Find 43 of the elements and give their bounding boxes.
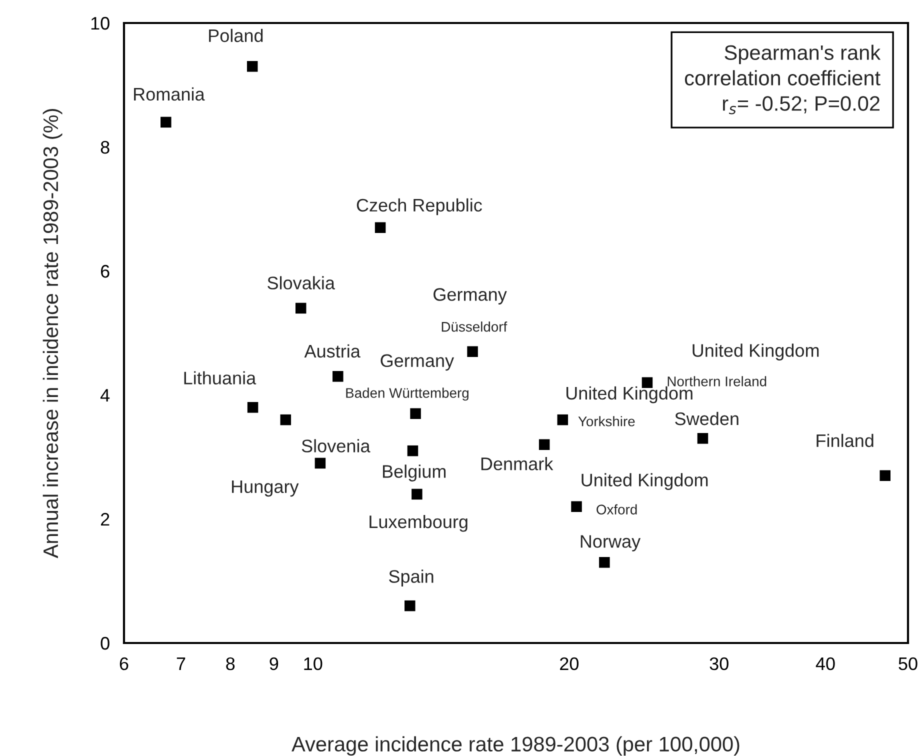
y-tick-label: 0 bbox=[100, 636, 110, 650]
annotation: Slovenia bbox=[302, 439, 370, 452]
annotation: Finland bbox=[816, 434, 874, 448]
x-tick-label: 20 bbox=[560, 657, 579, 670]
annotation: United Kingdom bbox=[566, 386, 692, 404]
x-axis-title: Average incidence rate 1989-2003 (per 100,000) bbox=[292, 736, 740, 756]
annotation: Sweden bbox=[675, 412, 738, 426]
x-tick-label: 40 bbox=[816, 657, 835, 670]
x-tick-label: 6 bbox=[120, 657, 128, 670]
annotation: United Kingdom bbox=[582, 473, 708, 490]
annotation: Denmark bbox=[481, 457, 554, 470]
annotation: Düsseldorf bbox=[442, 322, 508, 332]
annotation: Spearman's rank correlation coefficient r$_{s}$= -0.52; P=0.02 bbox=[684, 44, 881, 114]
y-axis-title: Annual increase in incidence rate 1989-2003 (%) bbox=[42, 109, 62, 558]
annotation: Hungary bbox=[232, 480, 299, 497]
annotation: Baden Württemberg bbox=[346, 388, 468, 401]
y-tick-label: 6 bbox=[100, 264, 110, 278]
annotation: Norway bbox=[580, 535, 641, 552]
x-tick-label: 10 bbox=[304, 657, 322, 670]
y-tick-label: 8 bbox=[100, 140, 110, 154]
annotation: Poland bbox=[209, 28, 263, 42]
x-tick-label: 8 bbox=[226, 657, 235, 670]
annotation: Romania bbox=[134, 87, 205, 101]
annotation: Austria bbox=[304, 344, 360, 358]
annotation: Slovakia bbox=[268, 276, 335, 290]
y-tick-label: 2 bbox=[100, 512, 110, 526]
annotation: Luxembourg bbox=[370, 514, 468, 532]
x-tick-label: 7 bbox=[176, 658, 186, 670]
annotation: United Kingdom bbox=[692, 344, 819, 360]
annotation: Spain bbox=[389, 570, 434, 586]
annotation: Oxford bbox=[596, 504, 637, 514]
annotation: Yorkshire bbox=[578, 416, 635, 426]
y-tick-label: 4 bbox=[100, 389, 110, 402]
x-tick-label: 9 bbox=[270, 657, 278, 670]
annotation: Belgium bbox=[382, 464, 446, 482]
annotation: Czech Republic bbox=[356, 198, 482, 216]
annotation: Germany bbox=[434, 288, 507, 304]
y-tick-label: 10 bbox=[91, 16, 110, 30]
annotation: Germany bbox=[380, 354, 454, 371]
annotation: Lithuania bbox=[184, 371, 256, 384]
x-tick-label: 30 bbox=[710, 657, 728, 670]
x-tick-label: 50 bbox=[898, 657, 918, 670]
annotation: Northern Ireland bbox=[668, 376, 766, 386]
